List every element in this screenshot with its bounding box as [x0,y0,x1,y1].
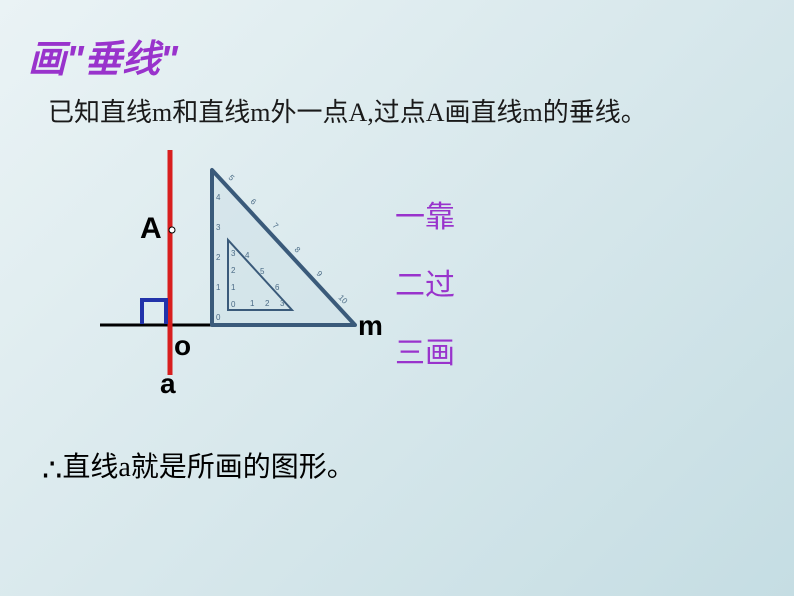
svg-text:3: 3 [280,299,285,308]
svg-text:8: 8 [293,245,303,255]
svg-text:2: 2 [265,299,270,308]
problem-statement: 已知直线m和直线m外一点A,过点A画直线m的垂线。 [48,92,647,129]
svg-text:4: 4 [216,193,221,202]
svg-text:0: 0 [216,313,221,322]
svg-text:3: 3 [216,223,221,232]
conclusion: ∴直线a就是所画的图形。 [42,445,355,489]
svg-text:4: 4 [245,251,250,260]
therefore-symbol: ∴ [42,452,62,488]
svg-text:5: 5 [227,173,237,183]
step-list: 一靠 二过 三画 [395,192,455,396]
line-a-label: a [160,368,176,400]
svg-text:10: 10 [337,293,350,306]
svg-text:1: 1 [216,283,221,292]
conclusion-text: 直线a就是所画的图形。 [62,452,354,483]
line-m-label: m [358,310,383,342]
svg-text:0: 0 [231,300,236,309]
step-3: 三画 [395,328,455,372]
svg-text:6: 6 [275,283,280,292]
point-o-label: o [174,330,191,362]
svg-text:3: 3 [231,249,236,258]
svg-text:1: 1 [250,299,255,308]
page-title: 画"垂线" [28,28,178,83]
svg-text:5: 5 [260,267,265,276]
svg-text:7: 7 [271,221,281,231]
svg-text:6: 6 [249,197,259,207]
step-1: 一靠 [395,192,455,236]
point-a-label: A [140,212,162,246]
step-2: 二过 [395,260,455,304]
svg-text:2: 2 [216,253,221,262]
svg-text:9: 9 [315,269,325,279]
svg-text:2: 2 [231,266,236,275]
svg-text:1: 1 [231,283,236,292]
